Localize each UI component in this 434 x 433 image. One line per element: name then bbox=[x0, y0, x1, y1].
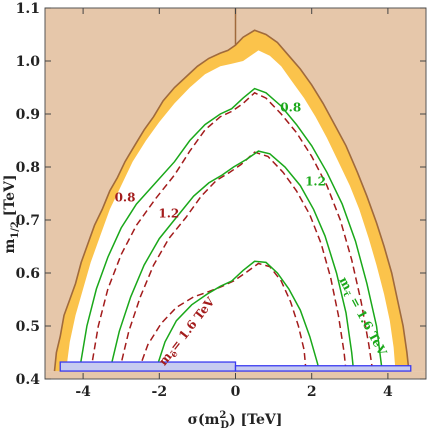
green-contour-label-1: 0.8 bbox=[280, 100, 301, 114]
y-tick-label: 0.4 bbox=[16, 372, 41, 388]
x-tick-label: -4 bbox=[75, 384, 91, 400]
x-tick-label: 2 bbox=[307, 384, 317, 400]
y-tick-label: 1.1 bbox=[16, 1, 40, 17]
red-dashed-contour-3 bbox=[137, 262, 307, 372]
green-solid-contour-3 bbox=[154, 260, 321, 372]
yellow-band bbox=[54, 30, 409, 372]
x-tick-label: 4 bbox=[383, 384, 393, 400]
x-axis-label: σ(m2 D) [TeV] bbox=[188, 410, 283, 431]
x-tick-label: 0 bbox=[231, 384, 241, 400]
y-tick-label: 0.9 bbox=[16, 107, 40, 123]
y-tick-label: 1.0 bbox=[16, 54, 41, 70]
blue-region-left bbox=[59, 361, 237, 372]
y-tick-label: 0.6 bbox=[16, 266, 40, 282]
green-solid-contour-1 bbox=[78, 87, 383, 372]
green-contour-label-2: 1.2 bbox=[305, 175, 326, 189]
green-solid-contour-2 bbox=[109, 150, 355, 372]
y-axis-label: m1/2 [TeV] bbox=[2, 174, 21, 253]
red-contour-label-1: 0.8 bbox=[115, 190, 136, 204]
blue-region-right bbox=[234, 365, 412, 372]
contours-layer bbox=[78, 87, 383, 372]
red-contour-label-2: 1.2 bbox=[158, 206, 179, 220]
ticks-layer: -4 -2 0 2 4 0.4 0.5 0.6 0.7 0.8 0.9 1.0 1.1 bbox=[16, 1, 426, 400]
x-tick-label: -2 bbox=[152, 384, 168, 400]
blue-region-layer bbox=[59, 361, 412, 372]
excluded-boundary-line bbox=[53, 29, 410, 372]
y-tick-label: 0.8 bbox=[16, 160, 40, 176]
y-tick-label: 0.5 bbox=[16, 319, 40, 335]
excluded-region bbox=[45, 8, 426, 372]
y-tick-label: 0.7 bbox=[16, 213, 40, 229]
